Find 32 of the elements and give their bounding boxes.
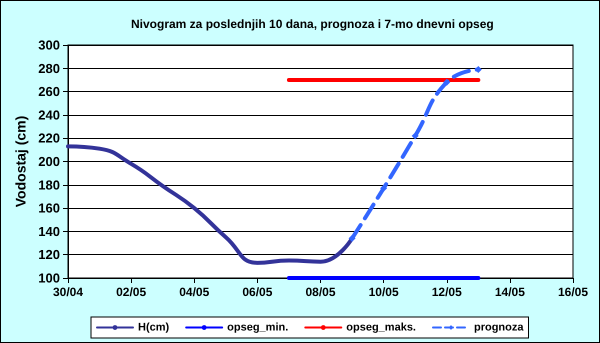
x-tick-label: 06/05 <box>242 285 273 299</box>
x-tick-label: 08/05 <box>305 285 336 299</box>
x-tick-label: 30/04 <box>52 285 84 299</box>
y-tick-label: 120 <box>38 247 60 262</box>
y-tick-label: 140 <box>38 224 60 239</box>
x-tick-label: 02/05 <box>116 285 146 299</box>
y-tick-label: 200 <box>38 154 60 169</box>
y-tick-label: 240 <box>38 107 60 122</box>
chart-title: Nivogram za poslednjih 10 dana, prognoza i 7-mo dnevni opseg <box>131 17 494 31</box>
point <box>474 66 482 73</box>
point <box>348 234 356 242</box>
y-tick-label: 160 <box>38 200 60 216</box>
point <box>412 132 419 140</box>
point <box>443 78 450 86</box>
y-tick-label: 180 <box>38 177 60 192</box>
point <box>380 184 388 192</box>
x-tick-label: 12/05 <box>432 285 462 299</box>
line-series <box>66 144 354 265</box>
legend-label: opseg_min. <box>227 322 288 334</box>
y-tick-label: 300 <box>38 38 60 52</box>
y-tick-label: 280 <box>38 60 60 76</box>
legend-label: H(cm) <box>138 322 170 334</box>
legend-label: opseg_maks. <box>346 322 416 334</box>
y-axis-title: Vodostaj (cm) <box>12 116 28 208</box>
x-tick-label: 10/05 <box>368 285 399 299</box>
x-tick-label: 16/05 <box>558 285 588 299</box>
x-tick-label: 04/05 <box>179 285 210 299</box>
y-tick-label: 220 <box>38 130 60 146</box>
x-tick-label: 14/05 <box>494 285 526 299</box>
y-tick-label: 260 <box>38 84 60 100</box>
legend-label: prognoza <box>474 322 524 334</box>
y-tick-label: 100 <box>38 270 60 286</box>
